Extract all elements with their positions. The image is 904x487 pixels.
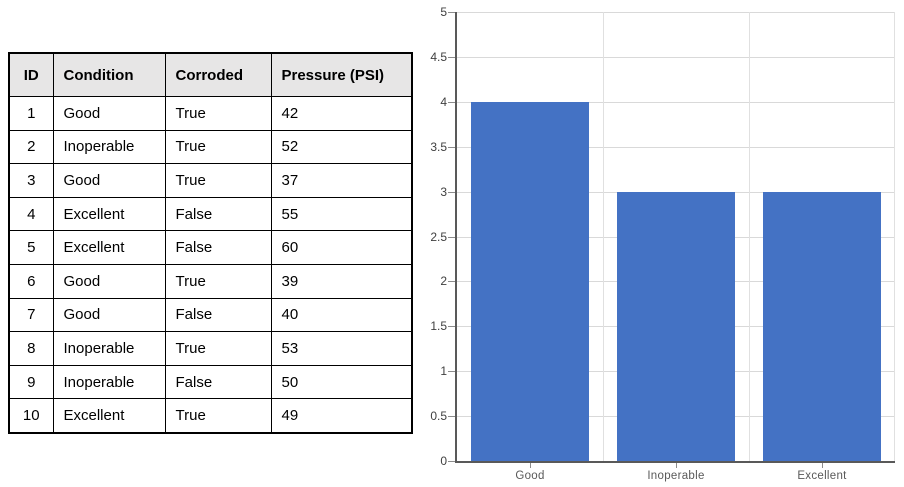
column-header-corroded: Corroded xyxy=(164,52,272,97)
y-axis-tick-label: 1 xyxy=(440,364,447,379)
table-cell: Good xyxy=(52,263,166,299)
gridline-horizontal xyxy=(457,12,895,13)
column-header-id: ID xyxy=(8,52,54,97)
table-row: 8 Inoperable True 53 xyxy=(8,331,413,366)
y-axis-tick xyxy=(448,236,455,238)
table-cell: 6 xyxy=(8,263,54,299)
table-cell: 49 xyxy=(270,398,413,434)
y-axis-tick xyxy=(448,12,455,13)
bar-chart-plot-area: 0 0.5 1 1.5 2 2.5 3 3.5 4 4.5 5 Good Inoperable Excel… xyxy=(430,5,895,482)
column-header-condition: Condition xyxy=(52,52,166,97)
gridline-horizontal xyxy=(457,101,895,103)
table-cell: Inoperable xyxy=(52,364,166,400)
y-axis-tick-label: 1.5 xyxy=(430,319,447,334)
table-cell: Good xyxy=(52,297,166,333)
table-cell: 60 xyxy=(270,230,413,265)
table-row: 10 Excellent True 49 xyxy=(8,398,413,434)
gridline-horizontal xyxy=(457,146,895,148)
table-cell: True xyxy=(164,129,272,165)
table-cell: Good xyxy=(52,96,166,131)
y-axis-tick xyxy=(448,146,455,148)
table-cell: Excellent xyxy=(52,196,166,232)
table-cell: 39 xyxy=(270,263,413,299)
table-cell: 37 xyxy=(270,163,413,198)
table-cell: 10 xyxy=(8,398,54,434)
y-axis-tick xyxy=(448,461,455,462)
table-cell: 52 xyxy=(270,129,413,165)
x-axis-tick xyxy=(822,463,823,468)
table-cell: 4 xyxy=(8,196,54,232)
y-axis-tick xyxy=(448,191,455,193)
y-axis-tick xyxy=(448,101,455,103)
table-cell: 42 xyxy=(270,96,413,131)
gridline-vertical xyxy=(894,12,895,461)
y-axis-tick-label: 4.5 xyxy=(430,49,447,64)
table-cell: 2 xyxy=(8,129,54,165)
gridline-horizontal xyxy=(457,56,895,58)
y-axis-tick xyxy=(448,416,455,418)
table-cell: True xyxy=(164,398,272,434)
table-cell: True xyxy=(164,263,272,299)
y-axis-tick-label: 2 xyxy=(440,274,447,289)
table-cell: Excellent xyxy=(52,398,166,434)
table-cell: True xyxy=(164,163,272,198)
y-axis-tick-label: 2.5 xyxy=(430,229,447,244)
x-axis-label: Excellent xyxy=(797,470,847,482)
table-cell: True xyxy=(164,96,272,131)
table-row: 6 Good True 39 xyxy=(8,263,413,299)
x-axis-label: Good xyxy=(515,470,545,482)
y-axis-tick-label: 3.5 xyxy=(430,139,447,154)
y-axis-tick xyxy=(448,371,455,373)
y-axis-tick-label: 0 xyxy=(440,454,447,468)
gridline-vertical xyxy=(749,12,750,461)
table-cell: True xyxy=(164,331,272,366)
table-cell: 55 xyxy=(270,196,413,232)
table-row: 3 Good True 37 xyxy=(8,163,413,198)
y-axis-tick xyxy=(448,281,455,283)
table-cell: Good xyxy=(52,163,166,198)
table-header-row: ID Condition Corroded Pressure (PSI) xyxy=(8,52,413,97)
table-cell: 3 xyxy=(8,163,54,198)
bar xyxy=(617,191,735,461)
table-cell: 8 xyxy=(8,331,54,366)
bar xyxy=(763,191,881,461)
table-cell: 9 xyxy=(8,364,54,400)
y-axis-tick xyxy=(448,56,455,58)
table-row: 4 Excellent False 55 xyxy=(8,196,413,232)
table-cell: Excellent xyxy=(52,230,166,265)
y-axis-tick-label: 3 xyxy=(440,184,447,199)
y-axis-tick-label: 4 xyxy=(440,94,447,109)
column-header-pressure: Pressure (PSI) xyxy=(270,52,413,97)
table-cell: 7 xyxy=(8,297,54,333)
table-cell: False xyxy=(164,230,272,265)
table-cell: False xyxy=(164,364,272,400)
table-row: 2 Inoperable True 52 xyxy=(8,129,413,165)
table-row: 1 Good True 42 xyxy=(8,96,413,131)
y-axis-tick xyxy=(448,326,455,328)
table-row: 9 Inoperable False 50 xyxy=(8,364,413,400)
y-axis-tick-label: 0.5 xyxy=(430,409,447,424)
table-cell: Inoperable xyxy=(52,129,166,165)
table-row: 7 Good False 40 xyxy=(8,297,413,333)
x-axis-tick xyxy=(530,463,531,468)
table-cell: 50 xyxy=(270,364,413,400)
y-axis-tick-label: 5 xyxy=(440,5,447,19)
bar xyxy=(471,101,589,461)
gridline-vertical xyxy=(603,12,604,461)
x-axis-tick xyxy=(676,463,677,468)
table-cell: False xyxy=(164,196,272,232)
table-cell: 1 xyxy=(8,96,54,131)
table-row: 5 Excellent False 60 xyxy=(8,230,413,265)
table-cell: False xyxy=(164,297,272,333)
table-cell: 5 xyxy=(8,230,54,265)
table-cell: Inoperable xyxy=(52,331,166,366)
x-axis-label: Inoperable xyxy=(647,470,705,482)
pipe-data-table: ID Condition Corroded Pressure (PSI) 1 Go… xyxy=(8,52,413,434)
table-cell: 40 xyxy=(270,297,413,333)
table-cell: 53 xyxy=(270,331,413,366)
